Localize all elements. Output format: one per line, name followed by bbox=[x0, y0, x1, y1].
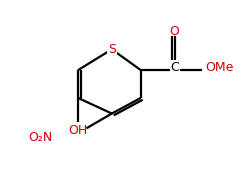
Text: OMe: OMe bbox=[205, 61, 233, 74]
Text: O: O bbox=[170, 25, 180, 38]
Text: C: C bbox=[170, 61, 179, 74]
Text: S: S bbox=[108, 43, 116, 56]
Text: O₂N: O₂N bbox=[28, 131, 53, 144]
Text: OH: OH bbox=[68, 124, 88, 136]
